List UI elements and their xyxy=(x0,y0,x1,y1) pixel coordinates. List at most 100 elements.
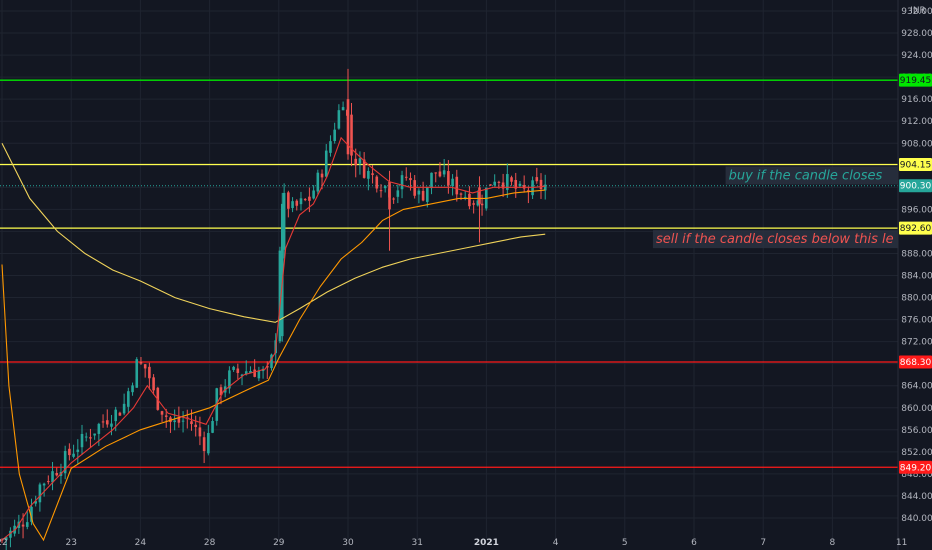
price-tag-text: 892.60 xyxy=(900,224,932,234)
candle-body xyxy=(489,184,492,186)
price-tag-868.30: 868.30 xyxy=(899,355,932,369)
annotation-1[interactable]: sell if the candle closes below this le xyxy=(652,230,898,249)
candle-body xyxy=(316,172,320,192)
candle-body xyxy=(413,180,416,196)
candle-body xyxy=(139,361,143,364)
candle-115 xyxy=(484,187,488,211)
candle-body xyxy=(442,170,446,175)
candle-67 xyxy=(282,183,286,259)
candle-28 xyxy=(118,411,122,416)
candle-body xyxy=(287,192,290,209)
candle-body xyxy=(400,175,404,190)
candle-body xyxy=(55,472,59,476)
candle-56 xyxy=(236,363,240,380)
price-tag-849.20: 849.20 xyxy=(899,460,932,474)
y-tick-label: 924.00 xyxy=(901,51,932,61)
candle-body xyxy=(392,198,395,200)
y-tick-label: 856.00 xyxy=(901,426,932,436)
candle-103 xyxy=(434,172,438,183)
x-tick-label: 5 xyxy=(622,538,628,548)
candle-128 xyxy=(539,173,543,199)
candle-41 xyxy=(173,409,176,431)
candle-36 xyxy=(152,374,155,395)
candle-20 xyxy=(84,432,88,442)
candle-body xyxy=(291,201,294,209)
candle-body xyxy=(244,371,248,375)
candle-body xyxy=(280,203,284,337)
candle-body xyxy=(320,173,324,178)
candle-body xyxy=(249,371,252,374)
candle-body xyxy=(177,417,181,423)
candle-85 xyxy=(358,151,362,175)
candle-body xyxy=(497,181,501,183)
candle-24 xyxy=(101,414,105,428)
candle-body xyxy=(308,196,311,201)
candle-47 xyxy=(198,416,202,446)
candle-body xyxy=(341,107,345,111)
candle-68 xyxy=(287,190,290,218)
ma-short-line xyxy=(1,136,546,541)
candle-99 xyxy=(417,188,421,204)
candle-body xyxy=(539,179,543,190)
candle-35 xyxy=(148,362,151,390)
candle-body xyxy=(211,420,214,433)
candle-49 xyxy=(207,424,210,456)
grid-lines xyxy=(0,0,903,540)
candle-spike-3 xyxy=(478,176,481,243)
candle-body xyxy=(303,199,307,201)
candle-33 xyxy=(139,356,143,365)
candle-34 xyxy=(143,364,147,378)
candle-79 xyxy=(333,122,336,144)
candle-spike-2 xyxy=(388,170,391,251)
price-tag-bg xyxy=(899,157,932,171)
candle-body xyxy=(270,354,273,369)
y-tick-label: 840.00 xyxy=(901,514,932,524)
candle-78 xyxy=(329,135,332,157)
candle-54 xyxy=(228,366,231,394)
candle-body xyxy=(42,483,46,486)
candle-body xyxy=(135,359,139,388)
candle-body xyxy=(324,150,328,177)
candle-spike-1 xyxy=(280,192,284,342)
candle-body xyxy=(451,178,454,186)
candle-body xyxy=(97,423,101,434)
horizontal-levels[interactable] xyxy=(0,79,898,468)
candle-39 xyxy=(164,408,168,428)
candle-46 xyxy=(194,415,198,437)
candle-body xyxy=(131,385,134,393)
candle-body xyxy=(76,449,80,452)
candle-body xyxy=(72,453,75,457)
candle-body xyxy=(114,409,117,422)
candle-body xyxy=(501,182,505,189)
candle-body xyxy=(346,99,350,155)
candle-body xyxy=(396,190,400,197)
x-tick-label: 24 xyxy=(135,538,147,548)
candle-87 xyxy=(367,167,370,191)
candle-75 xyxy=(316,169,320,195)
candle-43 xyxy=(181,411,185,433)
candle-body xyxy=(181,420,185,422)
candle-body xyxy=(375,176,379,189)
candle-90 xyxy=(379,184,383,198)
candle-body xyxy=(47,481,50,483)
price-tag-text: 868.30 xyxy=(900,358,932,368)
candle-11 xyxy=(47,475,50,485)
candle-108 xyxy=(455,169,459,202)
candle-body xyxy=(21,524,25,527)
candle-body xyxy=(118,412,122,416)
candle-6 xyxy=(25,510,29,530)
annotations[interactable]: buy if the candle closes sell if the cand… xyxy=(652,166,898,249)
candle-52 xyxy=(219,384,223,405)
candle-body xyxy=(152,377,155,391)
candle-101 xyxy=(426,186,429,208)
annotation-0[interactable]: buy if the candle closes xyxy=(725,166,898,185)
candlesticks xyxy=(0,68,547,550)
candle-body xyxy=(478,187,481,204)
candle-29 xyxy=(122,393,126,416)
last-price-tag: 900.30 xyxy=(899,179,932,193)
price-tags: 919.45 904.15 892.60 868.30 849.20 900.30 xyxy=(899,73,932,474)
x-tick-label: 6 xyxy=(691,538,697,548)
candle-10 xyxy=(42,482,46,497)
candle-106 xyxy=(447,160,450,194)
